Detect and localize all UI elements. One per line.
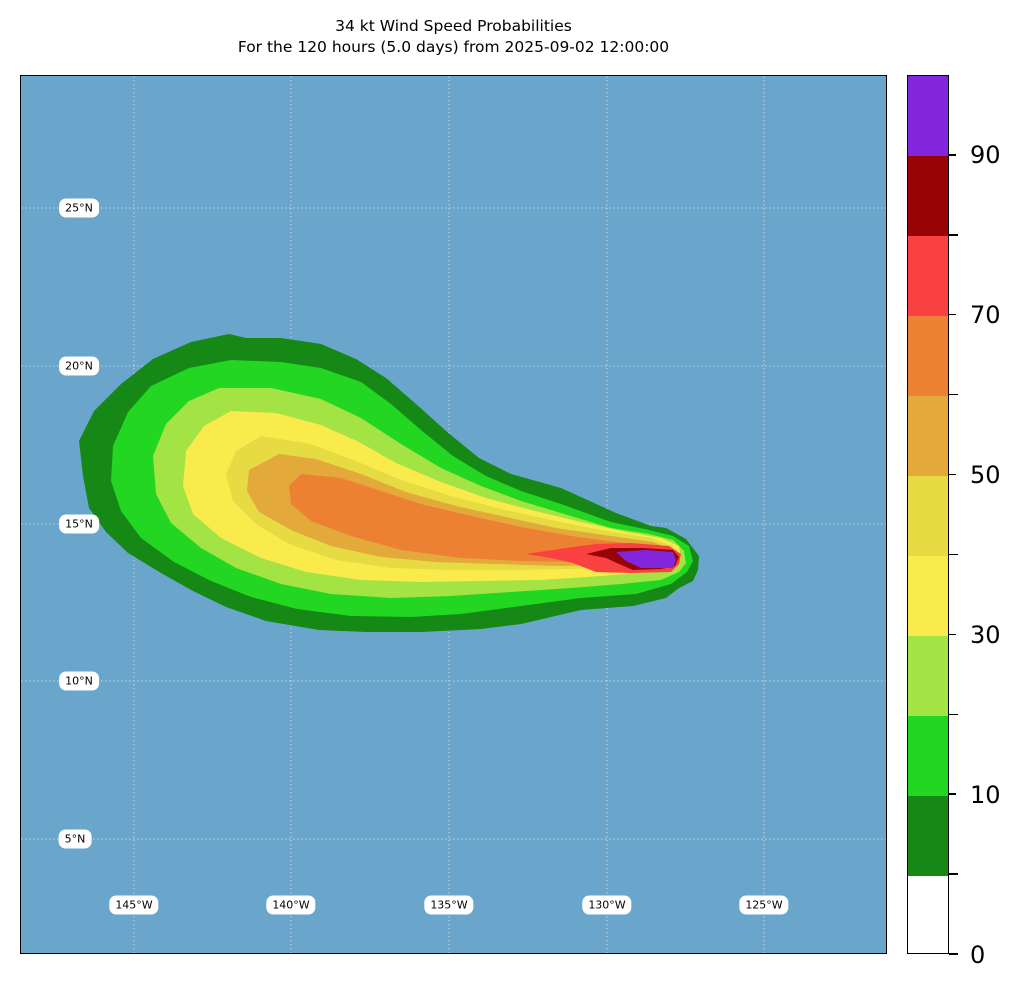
colorbar-tick bbox=[949, 393, 958, 396]
colorbar-tick bbox=[949, 793, 956, 795]
colorbar-segment bbox=[908, 235, 948, 317]
colorbar-label-70: 70 bbox=[970, 301, 1001, 329]
colorbar-segment bbox=[908, 155, 948, 237]
lat-label-15: 15°N bbox=[59, 514, 99, 534]
colorbar-tick bbox=[949, 234, 958, 236]
colorbar-segment bbox=[908, 795, 948, 876]
colorbar-segment bbox=[908, 875, 948, 953]
colorbar-segment bbox=[908, 715, 948, 796]
colorbar-segment bbox=[908, 475, 948, 556]
colorbar-tick bbox=[949, 633, 956, 636]
colorbar bbox=[907, 75, 949, 954]
title-line-1: 34 kt Wind Speed Probabilities bbox=[335, 17, 572, 35]
colorbar-tick bbox=[949, 953, 958, 955]
colorbar-segment bbox=[908, 395, 948, 477]
colorbar-segment bbox=[908, 555, 948, 636]
lat-label-5: 5°N bbox=[58, 829, 92, 849]
colorbar-label-90: 90 bbox=[970, 141, 1001, 169]
lon-label-125w: 125°W bbox=[739, 895, 789, 915]
lat-label-10: 10°N bbox=[59, 671, 99, 691]
contour-70-80 bbox=[289, 474, 663, 562]
figure-title: 34 kt Wind Speed Probabilities For the 1… bbox=[20, 16, 887, 58]
probability-swath bbox=[79, 334, 699, 632]
contour-100-plus bbox=[616, 550, 676, 568]
lon-label-145w: 145°W bbox=[109, 895, 159, 915]
lon-label-135w: 135°W bbox=[424, 895, 474, 915]
colorbar-segment bbox=[908, 315, 948, 397]
colorbar-tick bbox=[949, 154, 956, 156]
colorbar-tick bbox=[949, 473, 956, 476]
colorbar-segment bbox=[908, 76, 948, 157]
colorbar-tick bbox=[949, 873, 958, 875]
lat-label-20: 20°N bbox=[59, 356, 99, 376]
colorbar-segment bbox=[908, 635, 948, 716]
lon-label-130w: 130°W bbox=[582, 895, 632, 915]
colorbar-tick bbox=[949, 553, 958, 556]
map-panel[interactable]: 25°N 20°N 15°N 10°N 5°N 145°W 140°W 135°… bbox=[20, 75, 887, 954]
colorbar-label-0: 0 bbox=[970, 941, 986, 969]
lat-label-25: 25°N bbox=[59, 198, 99, 218]
colorbar-label-50: 50 bbox=[970, 461, 1001, 489]
colorbar-label-30: 30 bbox=[970, 621, 1001, 649]
map-canvas bbox=[21, 76, 886, 953]
lon-label-140w: 140°W bbox=[266, 895, 316, 915]
colorbar-tick bbox=[949, 313, 956, 316]
colorbar-tick bbox=[949, 713, 958, 716]
title-line-2: For the 120 hours (5.0 days) from 2025-0… bbox=[237, 38, 670, 56]
colorbar-label-10: 10 bbox=[970, 781, 1001, 809]
